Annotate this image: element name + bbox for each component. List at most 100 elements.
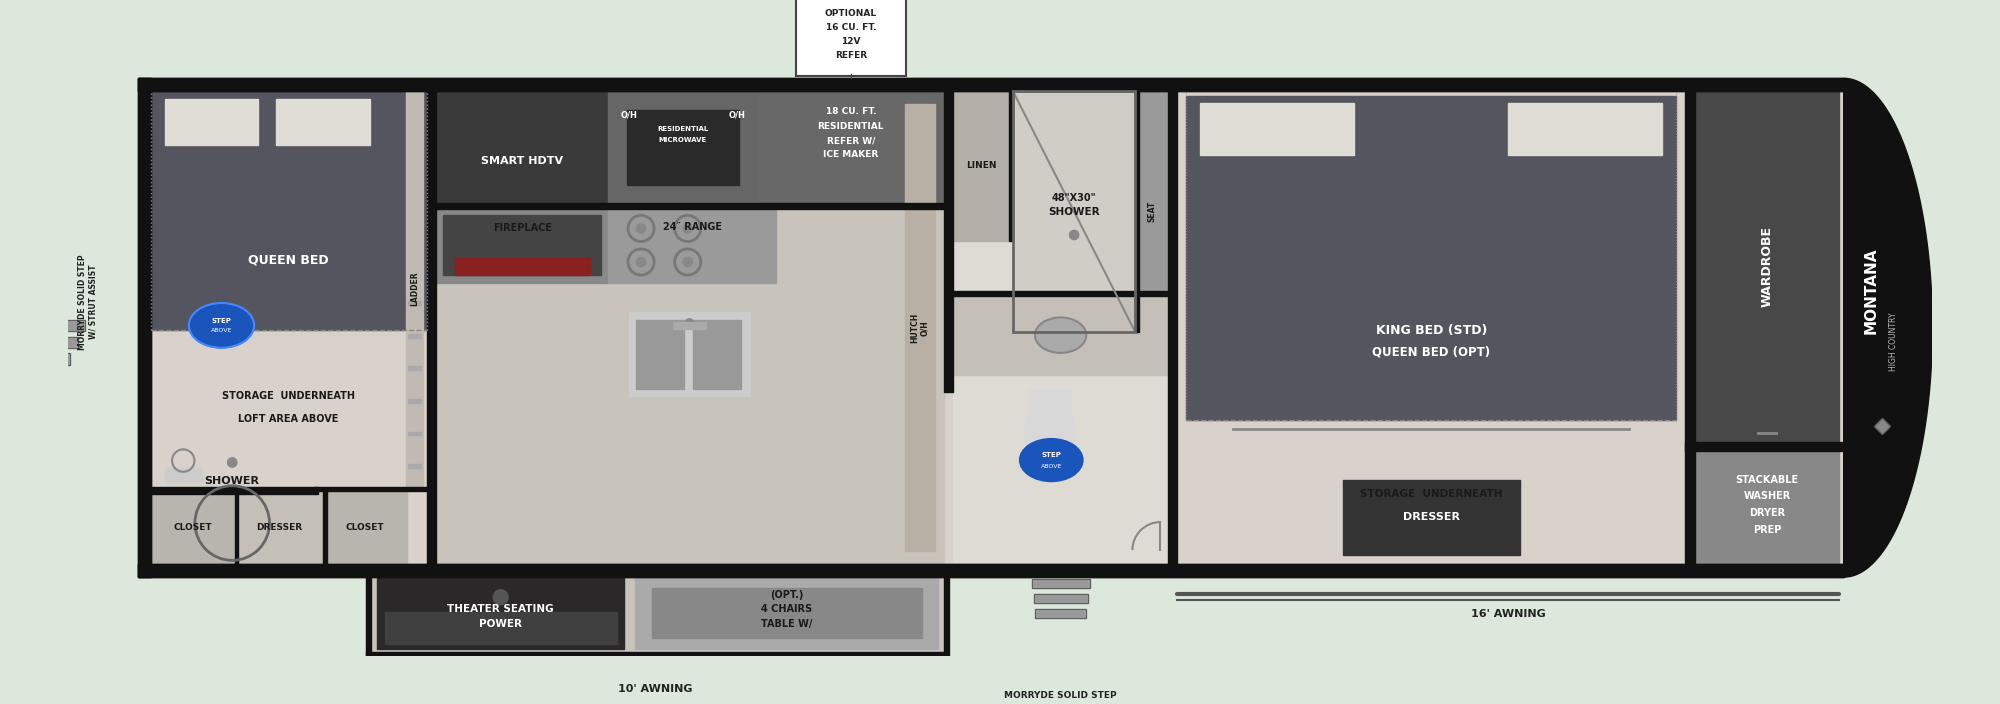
Bar (1036, 609, 1086, 618)
Bar (324, 491, 326, 564)
Text: HUTCH
O/H: HUTCH O/H (910, 313, 930, 343)
Bar (652, 589, 922, 638)
Text: (OPT.): (OPT.) (770, 590, 804, 600)
Bar (426, 92, 436, 564)
Bar (954, 92, 1010, 241)
Bar (1034, 594, 1088, 603)
Text: ABOVE: ABOVE (210, 329, 232, 334)
Bar (1186, 96, 1676, 420)
Text: KING BED (STD): KING BED (STD) (1376, 325, 1486, 337)
Text: DRYER: DRYER (1748, 508, 1784, 518)
Bar (944, 577, 948, 656)
Text: 48"X30": 48"X30" (1052, 193, 1096, 203)
Bar (1036, 609, 1086, 618)
Bar (14, 353, 70, 365)
Text: TABLE W/: TABLE W/ (762, 619, 812, 629)
Bar (408, 432, 422, 435)
Text: STACKABLE: STACKABLE (1736, 474, 1798, 484)
Text: LOFT AREA ABOVE: LOFT AREA ABOVE (238, 414, 338, 424)
Bar (636, 577, 938, 649)
Bar (314, 486, 318, 494)
Text: DRESSER: DRESSER (1402, 513, 1460, 522)
Bar (1694, 451, 1840, 564)
Text: 18 CU. FT.: 18 CU. FT. (826, 108, 876, 116)
Bar (436, 203, 944, 209)
Bar (904, 104, 934, 551)
Bar (324, 491, 408, 564)
Text: FIREPLACE: FIREPLACE (492, 223, 552, 234)
Bar (1014, 92, 1136, 332)
Bar (164, 99, 258, 146)
Text: WARDROBE: WARDROBE (1760, 226, 1774, 307)
Bar (408, 334, 422, 337)
Text: 16' AWNING: 16' AWNING (1470, 610, 1546, 620)
Bar (1032, 579, 1090, 589)
Bar (954, 92, 1168, 564)
Text: LINEN: LINEN (966, 161, 996, 170)
Text: O/H: O/H (728, 111, 746, 119)
Bar (150, 92, 426, 564)
Polygon shape (1844, 78, 1932, 577)
Circle shape (636, 224, 646, 233)
Bar (408, 399, 422, 403)
Bar (608, 92, 758, 203)
Bar (1032, 579, 1090, 589)
Text: CLOSET: CLOSET (346, 523, 384, 532)
Bar (276, 99, 370, 146)
Bar (1342, 480, 1520, 555)
Text: STEP: STEP (1042, 453, 1062, 458)
Bar (1686, 442, 1844, 451)
Bar (408, 366, 422, 370)
Bar (30, 320, 86, 331)
Bar (954, 291, 1168, 296)
Bar (14, 353, 70, 365)
Circle shape (228, 458, 236, 467)
Bar (1136, 92, 1138, 332)
Text: QUEEN BED (OPT): QUEEN BED (OPT) (1372, 346, 1490, 359)
Bar (1694, 92, 1840, 442)
Bar (628, 313, 750, 396)
Text: STORAGE  UNDERNEATH: STORAGE UNDERNEATH (1360, 489, 1502, 499)
Text: MICROWAVE: MICROWAVE (658, 137, 708, 143)
Bar (384, 612, 616, 644)
Bar (1686, 92, 1694, 564)
Bar (22, 337, 78, 348)
Text: ABOVE: ABOVE (1040, 464, 1062, 469)
Text: 16 CU. FT.: 16 CU. FT. (826, 23, 876, 32)
Bar (150, 486, 426, 491)
Bar (138, 78, 150, 577)
Bar (1168, 92, 1178, 564)
Bar (1010, 92, 1014, 241)
FancyBboxPatch shape (796, 0, 906, 75)
Bar (444, 215, 600, 275)
Text: O/H: O/H (620, 111, 638, 119)
Bar (138, 78, 1844, 577)
Text: RESIDENTIAL: RESIDENTIAL (818, 122, 884, 132)
Bar (1034, 594, 1088, 603)
Bar (150, 486, 314, 494)
Text: 24″ RANGE: 24″ RANGE (662, 222, 722, 232)
Bar (944, 92, 954, 391)
Bar (1136, 92, 1168, 332)
Text: DRESSER: DRESSER (256, 523, 302, 532)
Text: RESIDENTIAL: RESIDENTIAL (658, 126, 708, 132)
Text: 4 CHAIRS: 4 CHAIRS (762, 605, 812, 615)
Bar (234, 491, 324, 564)
Bar (1178, 92, 1686, 564)
Bar (366, 652, 944, 656)
Ellipse shape (1020, 439, 1082, 482)
Circle shape (494, 590, 508, 605)
Bar (408, 301, 422, 305)
Text: REFER: REFER (834, 51, 866, 61)
Bar (150, 92, 426, 330)
Bar (1014, 92, 1136, 332)
Bar (366, 577, 370, 656)
Bar (628, 110, 738, 184)
Bar (138, 78, 1844, 92)
Circle shape (682, 224, 692, 233)
Bar (138, 564, 1844, 577)
Circle shape (1070, 230, 1078, 239)
Bar (164, 468, 202, 482)
Bar (954, 296, 1168, 375)
Text: STORAGE  UNDERNEATH: STORAGE UNDERNEATH (222, 391, 356, 401)
